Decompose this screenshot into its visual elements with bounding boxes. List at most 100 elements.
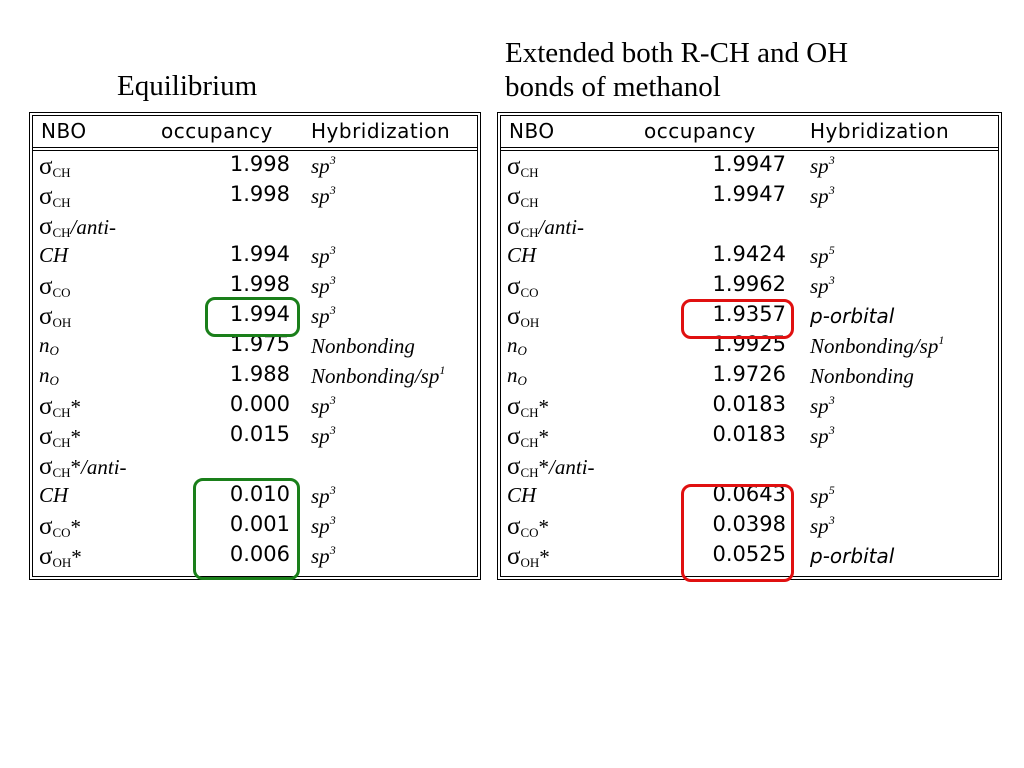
hybridization-exponent: 3 [329, 393, 336, 407]
hybridization-text: sp [311, 424, 330, 448]
anti-bond-label: CH [507, 483, 537, 507]
hybridization-exponent: 5 [828, 483, 835, 497]
antibonding-star: * [538, 515, 550, 539]
table-row: σCO 1.9962 sp3 [501, 271, 998, 301]
hybridization-cell: p-orbital [810, 303, 894, 328]
nbo-cell: σCH* [39, 423, 81, 451]
anti-bond-label: CH [39, 243, 69, 267]
table-header: NBO occupancy Hybridization [33, 116, 477, 151]
bond-subscript: CH [52, 225, 71, 240]
table-row: σCH 1.998 sp3 [33, 181, 477, 211]
hybridization-text: sp [311, 154, 330, 178]
occupancy-cell: 1.9962 [712, 272, 786, 296]
hybridization-exponent: 3 [329, 423, 336, 437]
occupancy-cell: 0.0183 [712, 422, 786, 446]
bond-subscript: CO [52, 285, 71, 300]
hybridization-text: sp [810, 394, 829, 418]
sigma-symbol: σ [507, 543, 521, 570]
table-row: σCH 1.9947 sp3 [501, 151, 998, 181]
occupancy-cell: 1.9947 [712, 182, 786, 206]
hybridization-text: Nonbonding [810, 364, 914, 388]
sigma-symbol: σ [39, 513, 53, 540]
atom-subscript: O [49, 343, 59, 358]
table-row: CH 0.010 sp3 [33, 481, 477, 511]
hybridization-cell: sp5 [810, 483, 835, 509]
hybridization-exponent: 3 [329, 303, 336, 317]
column-header-hybridization: Hybridization [810, 119, 950, 143]
sigma-symbol: σ [39, 213, 53, 240]
hybridization-exponent: 3 [329, 483, 336, 497]
bond-subscript: CH [520, 165, 539, 180]
table-row: σCH 1.998 sp3 [33, 151, 477, 181]
table-row: σCH*/anti- [501, 451, 998, 481]
nbo-cell: σCO [39, 273, 71, 301]
hybridization-text: p-orbital [810, 544, 895, 568]
bond-subscript: CH [52, 435, 71, 450]
occupancy-cell: 1.998 [229, 152, 290, 176]
nbo-cell: σCH* [507, 393, 549, 421]
sigma-symbol: σ [39, 153, 53, 180]
anti-suffix: /anti- [81, 455, 127, 479]
bond-subscript: CH [520, 435, 539, 450]
table-body: σCH 1.9947 sp3 σCH 1.9947 sp3 σCH/anti- CH 1.942… [501, 151, 998, 571]
nbo-cell: σCH* [39, 393, 81, 421]
table-row: σCH* 0.0183 sp3 [501, 421, 998, 451]
equilibrium-nbo-table: NBO occupancy Hybridization σCH 1.998 sp3 σ… [29, 112, 481, 580]
hybridization-cell: Nonbonding/sp1 [311, 363, 445, 389]
hybridization-cell: sp3 [311, 153, 336, 179]
table-row: σOH* 0.006 sp3 [33, 541, 477, 571]
hybridization-cell: sp3 [311, 543, 336, 569]
hybridization-text: sp [810, 484, 829, 508]
antibonding-star: * [538, 395, 550, 419]
occupancy-cell: 1.998 [229, 272, 290, 296]
hybridization-text: Nonbonding/sp [810, 334, 939, 358]
equilibrium-title: Equilibrium [117, 70, 258, 102]
antibonding-star: * [538, 455, 550, 479]
hybridization-text: sp [311, 514, 330, 538]
lone-pair-symbol: n [39, 363, 50, 387]
nbo-cell: σOH [39, 303, 71, 331]
extended-nbo-table: NBO occupancy Hybridization σCH 1.9947 sp3… [497, 112, 1002, 582]
table-row: σCH/anti- [501, 211, 998, 241]
occupancy-cell: 0.010 [229, 482, 290, 506]
highlight-oh-occupancy [205, 297, 300, 337]
hybridization-exponent: 3 [828, 393, 835, 407]
hybridization-cell: Nonbonding [311, 333, 415, 359]
occupancy-cell: 0.0398 [712, 512, 786, 536]
nbo-cell: nO [507, 333, 527, 359]
atom-subscript: O [49, 373, 59, 388]
nbo-cell: σCO* [39, 513, 81, 541]
occupancy-cell: 1.9947 [712, 152, 786, 176]
hybridization-exponent: 3 [329, 513, 336, 527]
table-row: σCO* 0.001 sp3 [33, 511, 477, 541]
highlight-antibonding-occupancies [193, 478, 300, 580]
hybridization-cell: p-orbital [810, 543, 894, 568]
table-row: σCO* 0.0398 sp3 [501, 511, 998, 541]
hybridization-exponent: 3 [329, 543, 336, 557]
hybridization-exponent: 3 [828, 513, 835, 527]
table-row: CH 1.994 sp3 [33, 241, 477, 271]
table-row: σOH 1.9357 p-orbital [501, 301, 998, 331]
lone-pair-symbol: n [507, 333, 518, 357]
table-row: σOH 1.994 sp3 [33, 301, 477, 331]
atom-subscript: O [517, 373, 527, 388]
table-row: σCH* 0.000 sp3 [33, 391, 477, 421]
nbo-cell: σCH*/anti- [507, 453, 595, 481]
hybridization-text: sp [810, 514, 829, 538]
hybridization-cell: sp3 [311, 303, 336, 329]
bond-subscript: CH [52, 465, 71, 480]
hybridization-exponent: 5 [828, 243, 835, 257]
bond-subscript: CH [520, 405, 539, 420]
nbo-cell: σCO* [507, 513, 549, 541]
bond-subscript: CH [52, 165, 71, 180]
table-row: σCH 1.9947 sp3 [501, 181, 998, 211]
hybridization-cell: Nonbonding [810, 363, 914, 389]
antibonding-star: * [70, 395, 82, 419]
bond-subscript: CO [52, 525, 71, 540]
hybridization-cell: sp3 [311, 513, 336, 539]
antibonding-star: * [70, 425, 82, 449]
sigma-symbol: σ [507, 273, 521, 300]
sigma-symbol: σ [39, 423, 53, 450]
bond-subscript: CH [520, 225, 539, 240]
column-header-occupancy: occupancy [644, 119, 756, 143]
